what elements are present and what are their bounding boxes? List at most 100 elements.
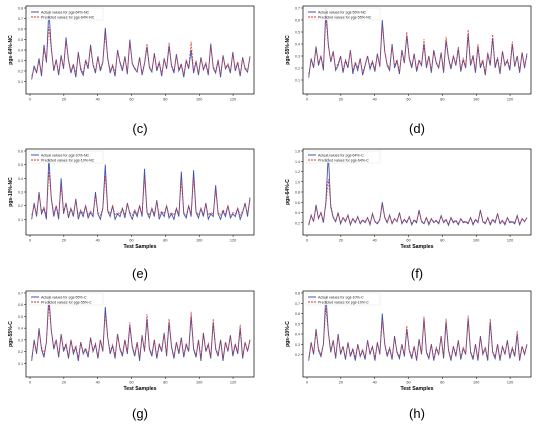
x-tick-label: 20 — [62, 239, 66, 243]
panel-caption: (c) — [132, 121, 147, 136]
x-tick-label: 80 — [163, 98, 167, 102]
y-tick-label: 0.3 — [295, 343, 300, 347]
y-tick-label: 0.2 — [18, 204, 23, 208]
x-axis-label: Test Samples — [400, 244, 433, 250]
chart-panel-e: 0.1 0.2 0.3 0.4 0.5 0.6 0 20 40 60 80 100 120 pgs-10%… — [8, 148, 255, 281]
x-tick-label: 20 — [62, 98, 66, 102]
predicted-series-line — [31, 304, 251, 358]
predicted-series-line — [308, 179, 528, 225]
plot-frame — [25, 5, 255, 95]
panel-caption: (e) — [132, 266, 148, 281]
legend-entry: Actual values for pgs-10%-C — [318, 295, 364, 299]
panel-caption: (g) — [132, 406, 148, 421]
chart-panel-f: 0.2 0.4 0.6 0.8 1.0 1.2 1.4 1.6 0 20 40 60 80 100 120 p… — [285, 148, 532, 281]
x-tick-label: 80 — [440, 98, 444, 102]
y-tick-label: 0.3 — [18, 191, 23, 195]
y-tick-label: 0.5 — [18, 315, 23, 319]
y-tick-label: 0.7 — [295, 7, 300, 11]
x-tick-label: 120 — [230, 381, 236, 385]
y-tick-label: 0.6 — [18, 150, 23, 154]
x-axis-label: Test Samples — [123, 244, 156, 250]
x-tick-label: 20 — [339, 381, 343, 385]
panel-caption: (h) — [409, 406, 425, 421]
x-tick-label: 80 — [440, 381, 444, 385]
y-tick-label: 0.7 — [18, 17, 23, 21]
y-tick-label: 0.6 — [295, 19, 300, 23]
y-tick-label: 0.8 — [295, 191, 300, 195]
y-tick-label: 0.4 — [18, 327, 23, 331]
y-tick-label: 0.6 — [18, 28, 23, 32]
y-tick-label: 0.1 — [18, 218, 23, 222]
legend-entry: Actual values for pgs-55%-C — [41, 295, 87, 299]
x-tick-label: 100 — [473, 98, 479, 102]
plot-frame — [302, 5, 532, 95]
y-tick-label: 0.3 — [18, 338, 23, 342]
legend-box — [28, 292, 104, 306]
chart-panel-g: 0.1 0.2 0.3 0.4 0.5 0.6 0.7 0 20 40 60 80 100 120 pgs-… — [8, 290, 255, 421]
x-tick-label: 100 — [196, 381, 202, 385]
predicted-series-line — [308, 308, 528, 360]
y-tick-label: 0.5 — [295, 322, 300, 326]
y-axis-label: pgs-10%-C — [285, 321, 291, 347]
y-tick-label: 1.4 — [295, 160, 300, 164]
x-tick-label: 120 — [507, 381, 513, 385]
legend-entry: Predicted values for pgs-64%-NC — [41, 15, 95, 19]
legend-box — [305, 150, 381, 164]
x-tick-label: 0 — [306, 98, 308, 102]
x-tick-label: 120 — [507, 239, 513, 243]
legend-box — [305, 7, 381, 21]
x-tick-label: 40 — [373, 239, 377, 243]
y-tick-label: 0.5 — [295, 31, 300, 35]
y-tick-label: 1.0 — [295, 180, 300, 184]
y-tick-label: 0.3 — [295, 55, 300, 59]
x-tick-label: 40 — [96, 239, 100, 243]
y-tick-label: 1.6 — [295, 150, 300, 154]
x-tick-label: 80 — [163, 381, 167, 385]
legend-entry: Actual values for pgs-64%-NC — [41, 10, 90, 14]
x-tick-label: 40 — [373, 98, 377, 102]
x-tick-label: 100 — [473, 381, 479, 385]
y-tick-label: 0.2 — [18, 70, 23, 74]
y-axis-label: pgs-64%-NC — [8, 35, 14, 65]
predicted-series-line — [31, 171, 251, 217]
x-tick-label: 100 — [473, 239, 479, 243]
y-tick-label: 0.2 — [295, 353, 300, 357]
legend-box — [28, 7, 104, 21]
x-tick-label: 0 — [29, 98, 31, 102]
x-axis-label: Test Samples — [123, 386, 156, 392]
legend-entry: Predicted values for pgs-55%-C — [41, 300, 92, 304]
y-tick-label: 0.7 — [295, 302, 300, 306]
x-tick-label: 120 — [230, 98, 236, 102]
y-tick-label: 0.2 — [18, 350, 23, 354]
y-tick-label: 0.4 — [18, 49, 23, 53]
x-axis-label: Test Samples — [400, 386, 433, 392]
x-tick-label: 60 — [129, 381, 133, 385]
x-tick-label: 60 — [129, 239, 133, 243]
x-tick-label: 40 — [96, 98, 100, 102]
x-tick-label: 0 — [306, 381, 308, 385]
y-axis-label: pgs-64%-C — [285, 179, 291, 205]
x-tick-label: 0 — [29, 381, 31, 385]
y-tick-label: 0.8 — [295, 292, 300, 296]
legend-entry: Predicted values for pgs-64%-C — [318, 158, 369, 162]
y-axis-label: pgs-55%-NC — [285, 35, 291, 65]
y-axis-label: pgs-10%-NC — [8, 177, 14, 207]
x-tick-label: 20 — [62, 381, 66, 385]
y-tick-label: 0.6 — [295, 201, 300, 205]
predicted-series-line — [31, 26, 251, 77]
x-tick-label: 20 — [339, 239, 343, 243]
x-tick-label: 60 — [406, 98, 410, 102]
y-tick-label: 0.2 — [295, 67, 300, 71]
y-tick-label: 0.4 — [295, 333, 300, 337]
x-tick-label: 0 — [306, 239, 308, 243]
legend-entry: Predicted values for pgs-10%-NC — [41, 158, 95, 162]
legend-entry: Actual values for pgs-64%-C — [318, 153, 364, 157]
y-tick-label: 0.5 — [18, 163, 23, 167]
y-tick-label: 0.4 — [18, 177, 23, 181]
chart-panel-h: 0.2 0.3 0.4 0.5 0.6 0.7 0.8 0 20 40 60 80 100 120 pgs-… — [285, 290, 532, 421]
